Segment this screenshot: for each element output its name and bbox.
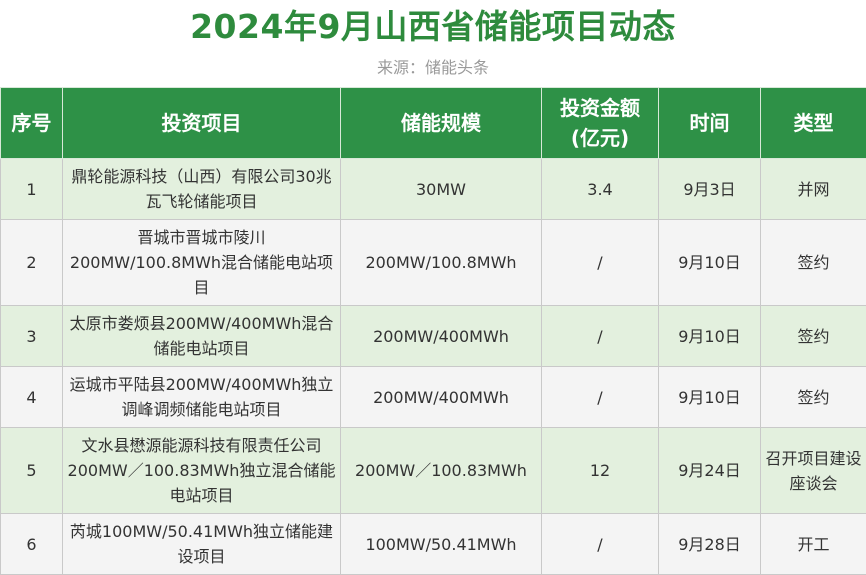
cell-investment: 3.4 xyxy=(542,159,659,220)
cell-investment: / xyxy=(542,514,659,575)
cell-project: 晋城市晋城市陵川200MW/100.8MWh混合储能电站项目 xyxy=(63,220,341,306)
cell-index: 4 xyxy=(1,367,63,428)
cell-index: 3 xyxy=(1,306,63,367)
table-row: 3 太原市娄烦县200MW/400MWh混合储能电站项目 200MW/400MW… xyxy=(1,306,866,367)
cell-scale: 200MW/400MWh xyxy=(341,306,542,367)
cell-index: 6 xyxy=(1,514,63,575)
header-project: 投资项目 xyxy=(63,88,341,159)
cell-time: 9月10日 xyxy=(659,306,761,367)
table-header-row: 序号 投资项目 储能规模 投资金额 (亿元) 时间 类型 xyxy=(1,88,866,159)
cell-investment: / xyxy=(542,306,659,367)
cell-type: 召开项目建设座谈会 xyxy=(761,428,866,514)
cell-project: 太原市娄烦县200MW/400MWh混合储能电站项目 xyxy=(63,306,341,367)
cell-project: 鼎轮能源科技（山西）有限公司30兆瓦飞轮储能项目 xyxy=(63,159,341,220)
source-note: 来源：储能头条 xyxy=(0,55,866,81)
header-investment: 投资金额 (亿元) xyxy=(542,88,659,159)
cell-time: 9月10日 xyxy=(659,220,761,306)
table-row: 6 芮城100MW/50.41MWh独立储能建设项目 100MW/50.41MW… xyxy=(1,514,866,575)
cell-index: 1 xyxy=(1,159,63,220)
cell-time: 9月3日 xyxy=(659,159,761,220)
table-row: 1 鼎轮能源科技（山西）有限公司30兆瓦飞轮储能项目 30MW 3.4 9月3日… xyxy=(1,159,866,220)
projects-table: 序号 投资项目 储能规模 投资金额 (亿元) 时间 类型 1 鼎轮能源科技（山西… xyxy=(0,87,866,575)
cell-type: 签约 xyxy=(761,367,866,428)
header-time: 时间 xyxy=(659,88,761,159)
table-row: 5 文水县懋源能源科技有限责任公司200MW／100.83MWh独立混合储能电站… xyxy=(1,428,866,514)
cell-type: 签约 xyxy=(761,220,866,306)
cell-type: 签约 xyxy=(761,306,866,367)
cell-investment: 12 xyxy=(542,428,659,514)
cell-investment: / xyxy=(542,367,659,428)
cell-type: 并网 xyxy=(761,159,866,220)
cell-project: 运城市平陆县200MW/400MWh独立调峰调频储能电站项目 xyxy=(63,367,341,428)
cell-type: 开工 xyxy=(761,514,866,575)
cell-time: 9月10日 xyxy=(659,367,761,428)
cell-time: 9月28日 xyxy=(659,514,761,575)
cell-scale: 200MW/400MWh xyxy=(341,367,542,428)
cell-scale: 30MW xyxy=(341,159,542,220)
cell-scale: 200MW/100.8MWh xyxy=(341,220,542,306)
page-title: 2024年9月山西省储能项目动态 xyxy=(0,4,866,50)
cell-index: 5 xyxy=(1,428,63,514)
header-index: 序号 xyxy=(1,88,63,159)
table-row: 2 晋城市晋城市陵川200MW/100.8MWh混合储能电站项目 200MW/1… xyxy=(1,220,866,306)
header-scale: 储能规模 xyxy=(341,88,542,159)
header-type: 类型 xyxy=(761,88,866,159)
cell-time: 9月24日 xyxy=(659,428,761,514)
table-row: 4 运城市平陆县200MW/400MWh独立调峰调频储能电站项目 200MW/4… xyxy=(1,367,866,428)
cell-investment: / xyxy=(542,220,659,306)
cell-scale: 100MW/50.41MWh xyxy=(341,514,542,575)
cell-project: 芮城100MW/50.41MWh独立储能建设项目 xyxy=(63,514,341,575)
cell-index: 2 xyxy=(1,220,63,306)
cell-project: 文水县懋源能源科技有限责任公司200MW／100.83MWh独立混合储能电站项目 xyxy=(63,428,341,514)
cell-scale: 200MW／100.83MWh xyxy=(341,428,542,514)
